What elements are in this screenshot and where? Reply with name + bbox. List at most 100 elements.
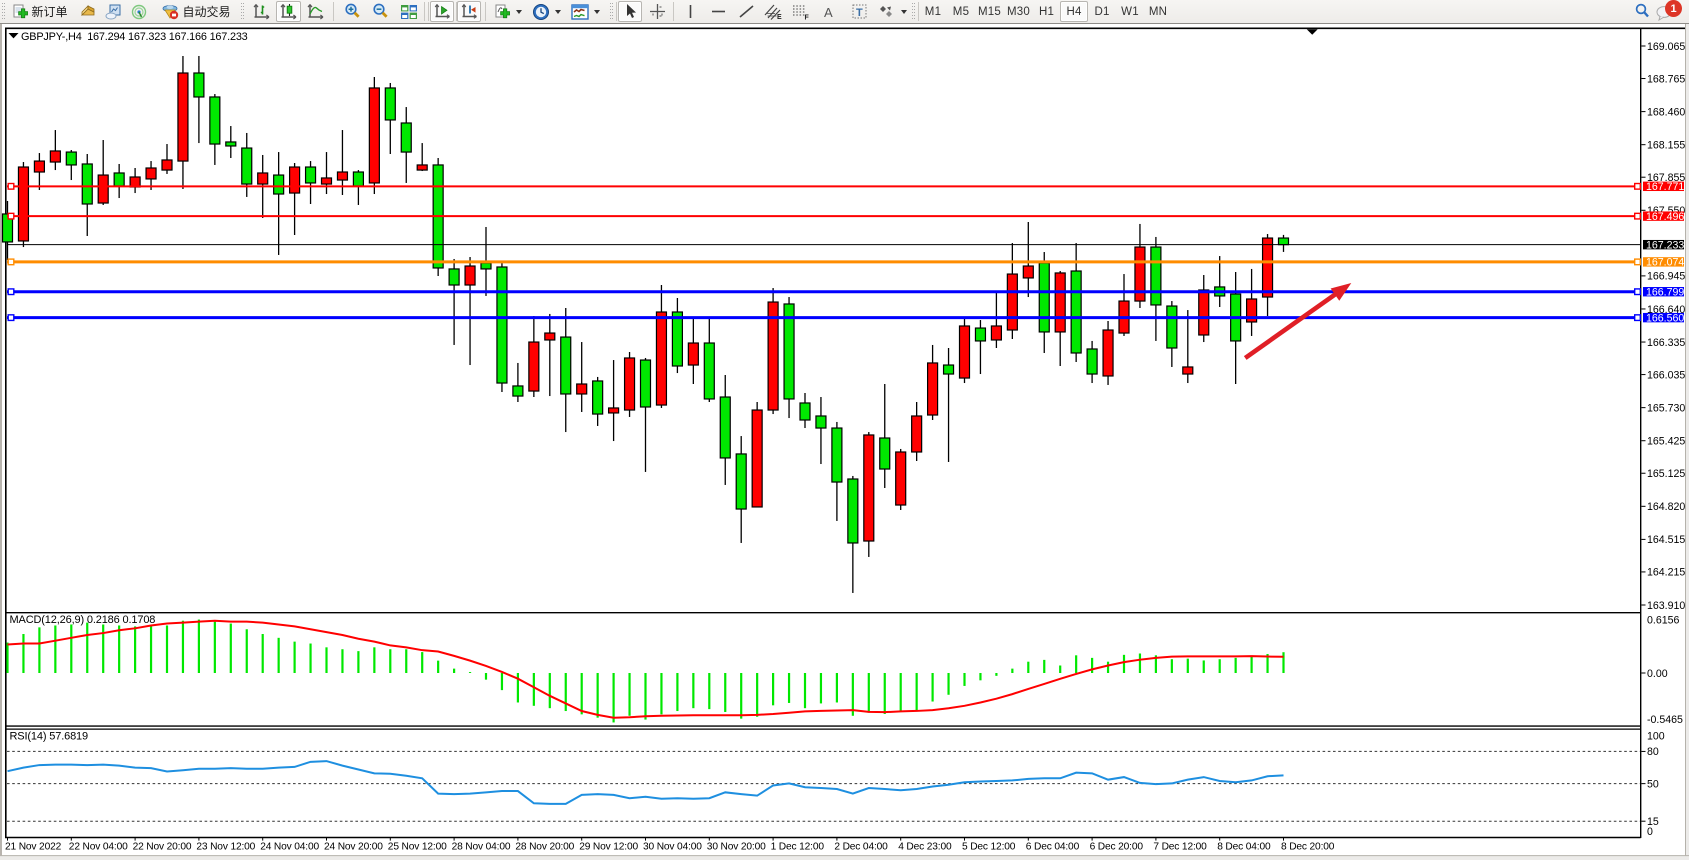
trendline-icon [738, 5, 754, 18]
data-window-button[interactable] [101, 1, 125, 22]
candle-body [273, 174, 285, 195]
rsi-scale-label: 80 [1647, 746, 1659, 758]
auto-scroll-button[interactable] [457, 1, 481, 22]
templates-button[interactable] [568, 1, 603, 22]
line-chart-icon [307, 4, 323, 20]
hline-anchor-handle[interactable] [1633, 182, 1641, 190]
chart-window[interactable]: 169.065168.765168.460168.155167.855167.5… [0, 24, 1689, 860]
autotrading-button[interactable]: 自动交易 [154, 1, 238, 22]
time-tick-label: 21 Nov 2022 [5, 842, 62, 853]
text-label-tool-button[interactable]: T [846, 1, 872, 22]
hline-price-badge [1643, 181, 1684, 192]
channel-tool-button[interactable]: E [761, 1, 786, 22]
search-button[interactable] [1630, 1, 1654, 22]
hline-price-badge-text: 167.074 [1646, 257, 1684, 269]
time-scale[interactable]: 21 Nov 2022 22 Nov 04:00 22 Nov 20:00 23 No… [5, 838, 1335, 853]
timeframe-h4-button[interactable]: H4 [1060, 1, 1088, 22]
candle-body [209, 96, 221, 145]
hline-anchor-handle[interactable] [1633, 258, 1641, 266]
tile-windows-button[interactable] [396, 1, 422, 22]
candle-body [177, 72, 189, 162]
timeframe-m1-label: M1 [924, 5, 942, 18]
timeframe-m1-button[interactable]: M1 [919, 1, 947, 22]
arrows-tool-button[interactable] [876, 1, 908, 22]
chat-notification-badge[interactable]: 1 [1665, 0, 1682, 17]
timeframe-mn-button[interactable]: MN [1144, 1, 1172, 22]
crosshair-tool-button[interactable] [645, 1, 669, 22]
chart-shift-button[interactable] [430, 1, 454, 22]
trendline-tool-button[interactable] [734, 1, 758, 22]
candle-body [512, 385, 524, 397]
toolbar-grip[interactable] [241, 3, 244, 21]
indicators-icon [495, 4, 510, 18]
toolbar-separator [485, 2, 486, 21]
line-chart-button[interactable] [303, 1, 328, 22]
hline-anchor-handle[interactable] [7, 212, 15, 220]
time-tick-label: 7 Dec 12:00 [1153, 842, 1207, 853]
toolbar-grip[interactable] [912, 3, 915, 21]
bar-chart-button[interactable] [249, 1, 274, 22]
timeframe-m30-button[interactable]: M30 [1004, 1, 1033, 22]
price-tick-label: 164.515 [1647, 534, 1685, 546]
timeframe-m5-label: M5 [952, 5, 970, 18]
candle-body [1054, 272, 1066, 333]
symbol-dropdown-icon[interactable] [8, 33, 19, 39]
time-tick-label: 30 Nov 20:00 [707, 842, 766, 853]
rsi-scale-label: 0 [1647, 826, 1653, 838]
price-scale[interactable]: 169.065168.765168.460168.155167.855167.5… [1641, 41, 1686, 838]
hline-tool-button[interactable] [706, 1, 730, 22]
hline-anchor-handle[interactable] [1633, 314, 1641, 322]
hline-anchor-handle[interactable] [7, 182, 15, 190]
rsi-label: RSI(14) 57.6819 [10, 731, 88, 743]
trend-arrow-object[interactable] [1243, 290, 1340, 360]
hline-anchor-handle[interactable] [1633, 288, 1641, 296]
hline-anchor-handle[interactable] [7, 314, 15, 322]
candlestick-chart-button[interactable] [276, 1, 301, 22]
candle-body [719, 396, 731, 459]
new-order-button[interactable]: 新订单 [8, 1, 72, 22]
candle-body [974, 327, 987, 342]
periods-button[interactable] [529, 1, 564, 22]
chart-frame [0, 24, 1689, 860]
chart-shift-marker[interactable] [1306, 29, 1318, 35]
text-tool-button[interactable]: A [816, 1, 841, 22]
hline-price-badge [1643, 287, 1684, 297]
strategy-tester-button[interactable] [127, 1, 151, 22]
candle-body [496, 266, 508, 384]
price-tick-label: 168.765 [1647, 73, 1685, 85]
hline-price-badge [1643, 211, 1684, 221]
timeframe-m15-button[interactable]: M15 [975, 1, 1004, 22]
market-watch-button[interactable] [76, 1, 100, 22]
toolbar-grip[interactable] [2, 3, 5, 21]
timeframe-d1-button[interactable]: D1 [1088, 1, 1116, 22]
vline-tool-button[interactable] [678, 1, 702, 22]
candle-body [623, 357, 636, 411]
hline-anchor-handle[interactable] [7, 288, 15, 296]
svg-text:T: T [856, 7, 863, 19]
fibonacci-tool-button[interactable]: F [788, 1, 813, 22]
trend-arrow-head[interactable] [1330, 283, 1352, 301]
hline-anchor-handle[interactable] [1633, 212, 1641, 220]
timeframe-h1-button[interactable]: H1 [1033, 1, 1060, 22]
macd-scale-label: -0.5465 [1647, 714, 1683, 726]
cursor-tool-button[interactable] [618, 1, 642, 22]
candle-body [400, 122, 412, 153]
candle-body [193, 72, 205, 98]
zoom-out-button[interactable] [368, 1, 393, 22]
hline-price-badge [1643, 257, 1684, 267]
timeframe-w1-button[interactable]: W1 [1116, 1, 1144, 22]
price-tick-label: 164.215 [1647, 567, 1685, 579]
templates-icon [571, 3, 589, 20]
candle-body [560, 336, 572, 395]
svg-text:A: A [824, 5, 833, 20]
candle-body [958, 325, 971, 379]
bid-price-badge-text: 167.233 [1646, 239, 1684, 251]
candle-body [751, 409, 763, 508]
toolbar-grip[interactable] [610, 3, 613, 21]
zoom-in-button[interactable] [340, 1, 365, 22]
candle-body [703, 342, 715, 400]
indicators-button[interactable] [491, 1, 525, 22]
timeframe-m5-button[interactable]: M5 [947, 1, 975, 22]
candle-body [225, 141, 237, 147]
hline-anchor-handle[interactable] [7, 258, 15, 266]
